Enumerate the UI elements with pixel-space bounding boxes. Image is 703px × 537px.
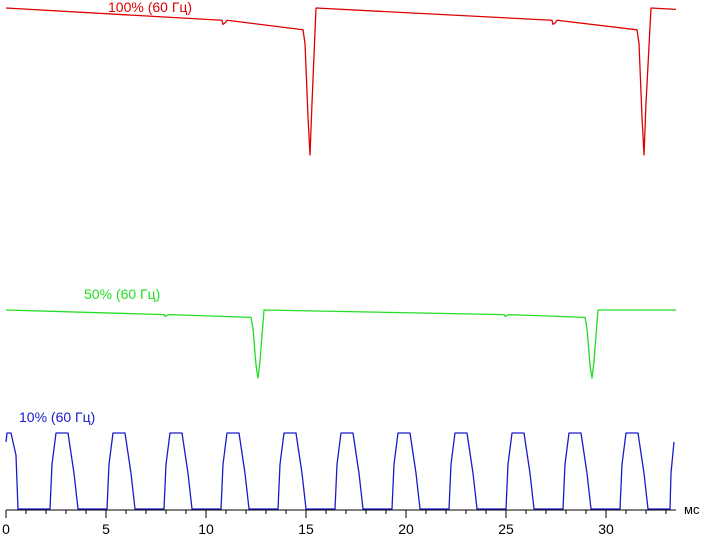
series-line-50 [5, 309, 676, 379]
series-line-100 [5, 7, 677, 156]
x-axis-ticks: 0 5 10 15 20 25 30 [2, 510, 667, 537]
x-tick-label-15: 15 [298, 521, 314, 537]
x-tick-label-10: 10 [198, 521, 214, 537]
x-tick-label-0: 0 [2, 521, 10, 537]
x-tick-label-25: 25 [498, 521, 514, 537]
x-axis-unit-label: мс [684, 502, 700, 517]
x-tick-label-30: 30 [598, 521, 614, 537]
series-line-10 [5, 432, 675, 510]
traces [5, 7, 677, 510]
series-label-10: 10% (60 Гц) [19, 409, 95, 425]
series-label-100: 100% (60 Гц) [108, 0, 192, 15]
x-tick-label-20: 20 [398, 521, 414, 537]
series-label-50: 50% (60 Гц) [84, 286, 160, 302]
x-axis: 0 5 10 15 20 25 30 мс [2, 502, 700, 537]
series-labels: 100% (60 Гц) 50% (60 Гц) 10% (60 Гц) [19, 0, 192, 425]
x-tick-label-5: 5 [102, 521, 110, 537]
